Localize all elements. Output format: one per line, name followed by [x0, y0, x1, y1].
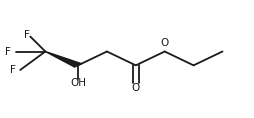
Text: F: F: [5, 46, 11, 57]
Text: F: F: [10, 65, 16, 75]
Text: O: O: [132, 83, 140, 93]
Text: O: O: [161, 38, 169, 48]
Polygon shape: [45, 52, 82, 67]
Text: F: F: [24, 30, 29, 40]
Text: OH: OH: [70, 78, 86, 88]
